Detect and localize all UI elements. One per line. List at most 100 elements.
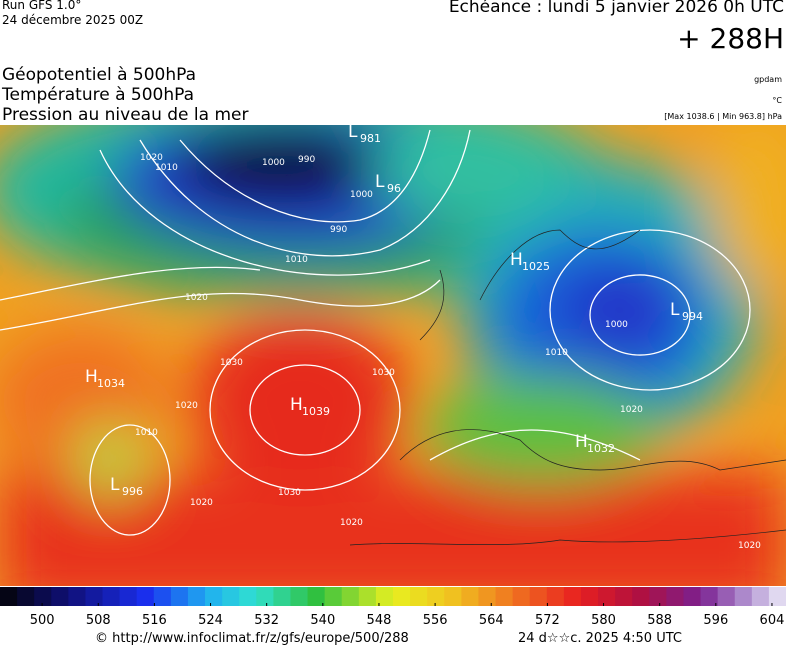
unit: gpdam xyxy=(754,75,782,84)
colorbar-swatch xyxy=(529,587,548,606)
colorbar-tick-label: 572 xyxy=(535,613,560,628)
center-kind: L xyxy=(375,172,385,192)
field: Géopotentiel à 500hPa xyxy=(2,65,196,85)
colorbar-swatch xyxy=(768,587,786,606)
isobar-label: 1020 xyxy=(175,401,198,411)
isobar-label: 1020 xyxy=(140,153,163,163)
unit: °C xyxy=(772,96,782,105)
center-kind: H xyxy=(85,367,98,387)
colorbar-tick-label: 604 xyxy=(760,613,785,628)
center-value: 981 xyxy=(360,132,381,145)
run-date: 24 décembre 2025 00Z xyxy=(2,13,143,27)
colorbar-swatch xyxy=(358,587,377,606)
run-time: 24 d☆☆c. 2025 4:50 UTC xyxy=(518,631,682,646)
center-value: 96 xyxy=(387,182,401,195)
colorbar-tick-label: 540 xyxy=(310,613,335,628)
center-kind: H xyxy=(575,432,588,452)
center-kind: H xyxy=(510,250,523,270)
colorbar-swatch xyxy=(512,587,531,606)
colorbar-swatch xyxy=(666,587,684,606)
center-kind: H xyxy=(290,395,303,415)
colorbar-tick-label: 556 xyxy=(423,613,448,628)
field: Pression au niveau de la mer xyxy=(2,105,248,125)
colorbar-tick-label: 596 xyxy=(703,613,728,628)
field: Température à 500hPa xyxy=(1,85,194,105)
colorbar-swatch xyxy=(734,587,753,606)
colorbar-swatch xyxy=(717,587,736,606)
colorbar-tick-label: 508 xyxy=(86,613,111,628)
colorbar-swatch xyxy=(307,587,326,606)
isobar-label: 1020 xyxy=(340,518,363,528)
isobar-label: 1000 xyxy=(350,190,373,200)
colorbar-swatch xyxy=(205,587,223,606)
colorbar-swatch xyxy=(632,587,650,606)
isobar-label: 1030 xyxy=(220,358,243,368)
center-value: 1039 xyxy=(302,405,330,418)
colorbar-swatch xyxy=(649,587,667,606)
isobar-label: 1020 xyxy=(620,405,643,415)
colorbar-swatch xyxy=(256,587,274,606)
isobar-label: 990 xyxy=(298,155,315,165)
run: Run GFS 1.0° xyxy=(2,0,81,12)
colorbar-swatch xyxy=(375,587,394,606)
center-kind: L xyxy=(670,300,680,320)
isobar-label: 990 xyxy=(330,225,347,235)
colorbar-swatch xyxy=(0,587,18,606)
colorbar-swatch xyxy=(615,587,633,606)
colorbar-swatch xyxy=(102,587,121,606)
isobar-label: 1010 xyxy=(545,348,568,358)
colorbar-swatch xyxy=(444,587,462,606)
center-kind: L xyxy=(110,475,120,495)
colorbar-swatch xyxy=(324,587,343,606)
colorbar-swatch xyxy=(563,587,582,606)
colorbar-swatch xyxy=(187,587,206,606)
map xyxy=(0,125,786,586)
colorbar-swatch xyxy=(34,587,52,606)
center-value: 1025 xyxy=(522,260,550,273)
colorbar-swatch xyxy=(683,587,702,606)
colorbar-tick-label: 524 xyxy=(198,613,223,628)
center-value: 1034 xyxy=(97,377,125,390)
step: + 288H xyxy=(677,22,784,55)
colorbar-tick-label: 580 xyxy=(591,613,616,628)
center-value: 1032 xyxy=(587,442,615,455)
colorbar-swatch xyxy=(119,587,138,606)
colorbar-swatch xyxy=(461,587,479,606)
colorbar-swatch xyxy=(478,587,497,606)
source: © http://www.infoclimat.fr/z/gfs/europe/… xyxy=(95,631,409,646)
colorbar-tick-label: 588 xyxy=(647,613,672,628)
colorbar-swatch xyxy=(153,587,172,606)
center-value: 994 xyxy=(682,310,703,323)
isobar-label: 1030 xyxy=(278,488,301,498)
colorbar-swatch xyxy=(700,587,719,606)
unit: [Max 1038.6 | Min 963.8] hPa xyxy=(664,112,782,121)
colorbar-swatch xyxy=(410,587,428,606)
center-value: 996 xyxy=(122,485,143,498)
colorbar-swatch xyxy=(136,587,155,606)
isobar-label: 1020 xyxy=(190,498,213,508)
colorbar-swatch xyxy=(68,587,86,606)
isobar-label: 1010 xyxy=(285,255,308,265)
colorbar-swatch xyxy=(751,587,770,606)
isobar-label: 1000 xyxy=(262,158,285,168)
colorbar-tick-label: 532 xyxy=(254,613,279,628)
colorbar-tick-label: 548 xyxy=(367,613,392,628)
colorbar-swatch xyxy=(393,587,411,606)
isobar-label: 1030 xyxy=(372,368,395,378)
colorbar-swatch xyxy=(580,587,599,606)
colorbar-swatch xyxy=(290,587,309,606)
colorbar-swatch xyxy=(427,587,445,606)
colorbar-tick-label: 500 xyxy=(30,613,55,628)
colorbar-swatch xyxy=(239,587,257,606)
isobar-label: 1020 xyxy=(185,293,208,303)
colorbar-swatch xyxy=(170,587,189,606)
colorbar-swatch xyxy=(546,587,565,606)
isobar-label: 1010 xyxy=(155,163,178,173)
isobar-label: 1000 xyxy=(605,320,628,330)
colorbar-tick-label: 516 xyxy=(142,613,167,628)
isobar-label: 1010 xyxy=(135,428,158,438)
forecast: Echéance : lundi 5 janvier 2026 0h UTC xyxy=(449,0,784,17)
colorbar-swatch xyxy=(598,587,616,606)
colorbar-swatch xyxy=(273,587,291,606)
